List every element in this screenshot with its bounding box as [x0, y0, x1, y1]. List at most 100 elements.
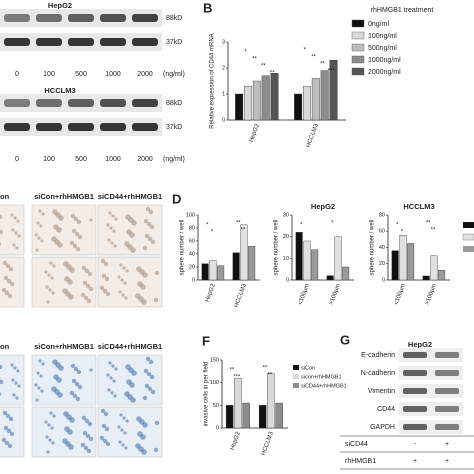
cell	[149, 224, 155, 230]
cell	[10, 363, 14, 367]
bar	[342, 266, 350, 281]
significance: **	[241, 228, 246, 234]
cell	[71, 378, 77, 384]
cell	[83, 295, 89, 301]
cell	[37, 386, 41, 390]
cell	[111, 364, 115, 368]
row-label: GAPDH	[370, 424, 395, 431]
dose-label: 2000	[137, 156, 153, 163]
cell	[69, 240, 75, 246]
cell	[6, 428, 12, 434]
marker-label: 88kD	[166, 15, 182, 22]
y-tick-label: 150	[210, 357, 219, 363]
cell	[143, 218, 149, 224]
cell	[118, 290, 122, 294]
cell	[2, 410, 8, 416]
panel-label: F	[202, 333, 210, 348]
treatment-value: +	[445, 458, 449, 465]
row-label: Vimentin	[368, 388, 395, 395]
dose-label: 0	[15, 71, 19, 78]
y-axis-label: Relative expression of CD44 mRNA	[210, 33, 216, 128]
cell	[124, 241, 130, 247]
cell	[38, 209, 42, 213]
bar	[311, 249, 319, 281]
cell	[109, 226, 113, 230]
bar	[201, 263, 209, 281]
x-tick-label: <100μm	[394, 283, 407, 306]
bar	[320, 70, 329, 121]
cell	[3, 275, 9, 281]
cell	[124, 296, 128, 300]
cell	[64, 426, 70, 432]
cell	[80, 442, 86, 448]
blot-band	[100, 99, 126, 107]
cell	[81, 415, 87, 421]
cell	[50, 426, 54, 430]
x-tick-label: HCCLM3	[261, 431, 275, 457]
cell	[108, 211, 112, 215]
significance: **	[320, 62, 325, 68]
column-label: siCon+rhHMGB1	[34, 192, 94, 201]
legend-label: 2000ng/ml	[368, 69, 401, 76]
y-tick-label: 30	[283, 212, 289, 218]
blot-strip	[399, 402, 463, 416]
cell	[103, 411, 109, 417]
cell	[85, 283, 91, 289]
cell	[34, 383, 38, 387]
bar	[261, 75, 270, 121]
cell	[136, 266, 142, 272]
blot-band	[100, 14, 126, 22]
cell	[107, 238, 111, 242]
x-tick-label: <100μm	[298, 283, 311, 306]
cell	[120, 278, 124, 282]
treatment-value: +	[445, 441, 449, 448]
blot-band	[132, 99, 158, 107]
cell	[70, 363, 76, 369]
cell	[125, 419, 129, 423]
cell	[5, 413, 11, 419]
dose-unit: (ng/ml)	[163, 71, 185, 78]
significance: **	[236, 221, 241, 227]
significance: *	[206, 223, 209, 229]
y-tick-label: 100	[210, 380, 219, 386]
cell	[71, 228, 77, 234]
cell	[74, 231, 80, 237]
legend-swatch	[351, 19, 365, 28]
cell	[123, 281, 127, 285]
blot-strip	[399, 348, 463, 362]
blot-band	[403, 388, 427, 394]
bar	[242, 402, 250, 429]
cell	[5, 263, 11, 269]
cell	[70, 213, 76, 219]
legend-label: siCD44+rhHMGB1	[301, 383, 347, 389]
significance: *	[211, 230, 214, 236]
cell	[46, 450, 50, 454]
cell	[136, 416, 142, 422]
cell	[148, 209, 154, 215]
cell	[117, 425, 121, 429]
treatment-value: +	[413, 458, 417, 465]
treatment-label: siCD44	[345, 441, 368, 448]
cell	[77, 234, 83, 240]
blot-band	[132, 38, 158, 46]
row-label: E-cadherin	[361, 352, 395, 359]
blot-strip	[399, 384, 463, 398]
cell	[63, 411, 69, 417]
legend-swatch	[351, 43, 365, 52]
cell	[0, 214, 3, 220]
blot-band	[36, 99, 62, 107]
legend-swatches	[462, 222, 474, 252]
bar	[303, 240, 311, 281]
cell	[50, 276, 54, 280]
cell	[106, 373, 110, 377]
cell	[51, 441, 55, 445]
legend-label: 500ng/ml	[368, 45, 397, 52]
panel-title: HepG2	[408, 340, 432, 349]
y-tick-label: 0	[216, 425, 219, 431]
y-tick-label: 20	[379, 261, 385, 267]
cell	[3, 425, 9, 431]
cell	[44, 270, 48, 274]
cell	[120, 428, 124, 432]
cell	[154, 270, 160, 276]
blot-band	[132, 14, 158, 22]
